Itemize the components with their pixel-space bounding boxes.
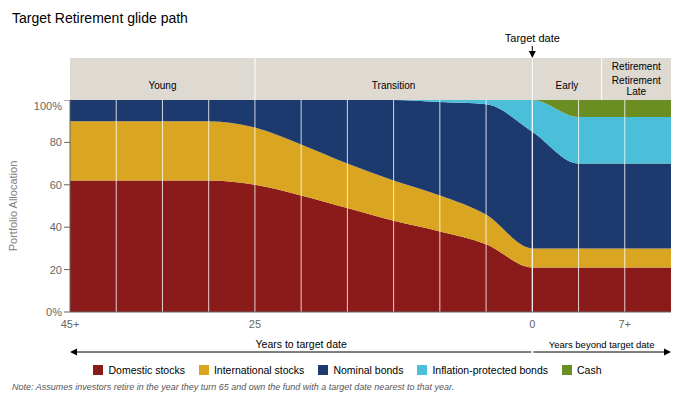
svg-text:Years beyond target date: Years beyond target date (549, 339, 655, 350)
html-text:Cash: Cash (577, 364, 602, 376)
svg-text:40: 40 (50, 221, 62, 233)
svg-text:7+: 7+ (618, 318, 631, 330)
svg-text:0%: 0% (46, 306, 62, 318)
svg-text:0: 0 (529, 318, 535, 330)
html-text:International stocks: International stocks (213, 364, 305, 376)
svg-text:Years to target date: Years to target date (256, 338, 347, 350)
svg-text:Transition: Transition (372, 80, 416, 91)
svg-text:Retirement: Retirement (612, 61, 661, 72)
html-text:Inflation-protected bonds: Inflation-protected bonds (432, 364, 548, 376)
svg-text:20: 20 (50, 264, 62, 276)
svg-text:Young: Young (148, 80, 176, 91)
svg-text:45+: 45+ (61, 318, 80, 330)
html-text:Nominal bonds: Nominal bonds (333, 364, 404, 376)
svg-text:Portfolio Allocation: Portfolio Allocation (8, 161, 19, 252)
svg-text:80: 80 (50, 136, 62, 148)
svg-text:RetirementLate: RetirementLate (612, 74, 661, 96)
html-text:Domestic stocks: Domestic stocks (108, 364, 185, 376)
svg-text:Early: Early (556, 80, 579, 91)
svg-text:25: 25 (249, 318, 261, 330)
svg-text:Target date: Target date (505, 32, 560, 44)
html-text:Target Retirement glide path: Target Retirement glide path (12, 10, 188, 26)
svg-text:100%: 100% (34, 100, 62, 112)
html-text:Note: Assumes investors retire: Note: Assumes investors retire in the ye… (12, 382, 455, 392)
svg-text:60: 60 (50, 179, 62, 191)
